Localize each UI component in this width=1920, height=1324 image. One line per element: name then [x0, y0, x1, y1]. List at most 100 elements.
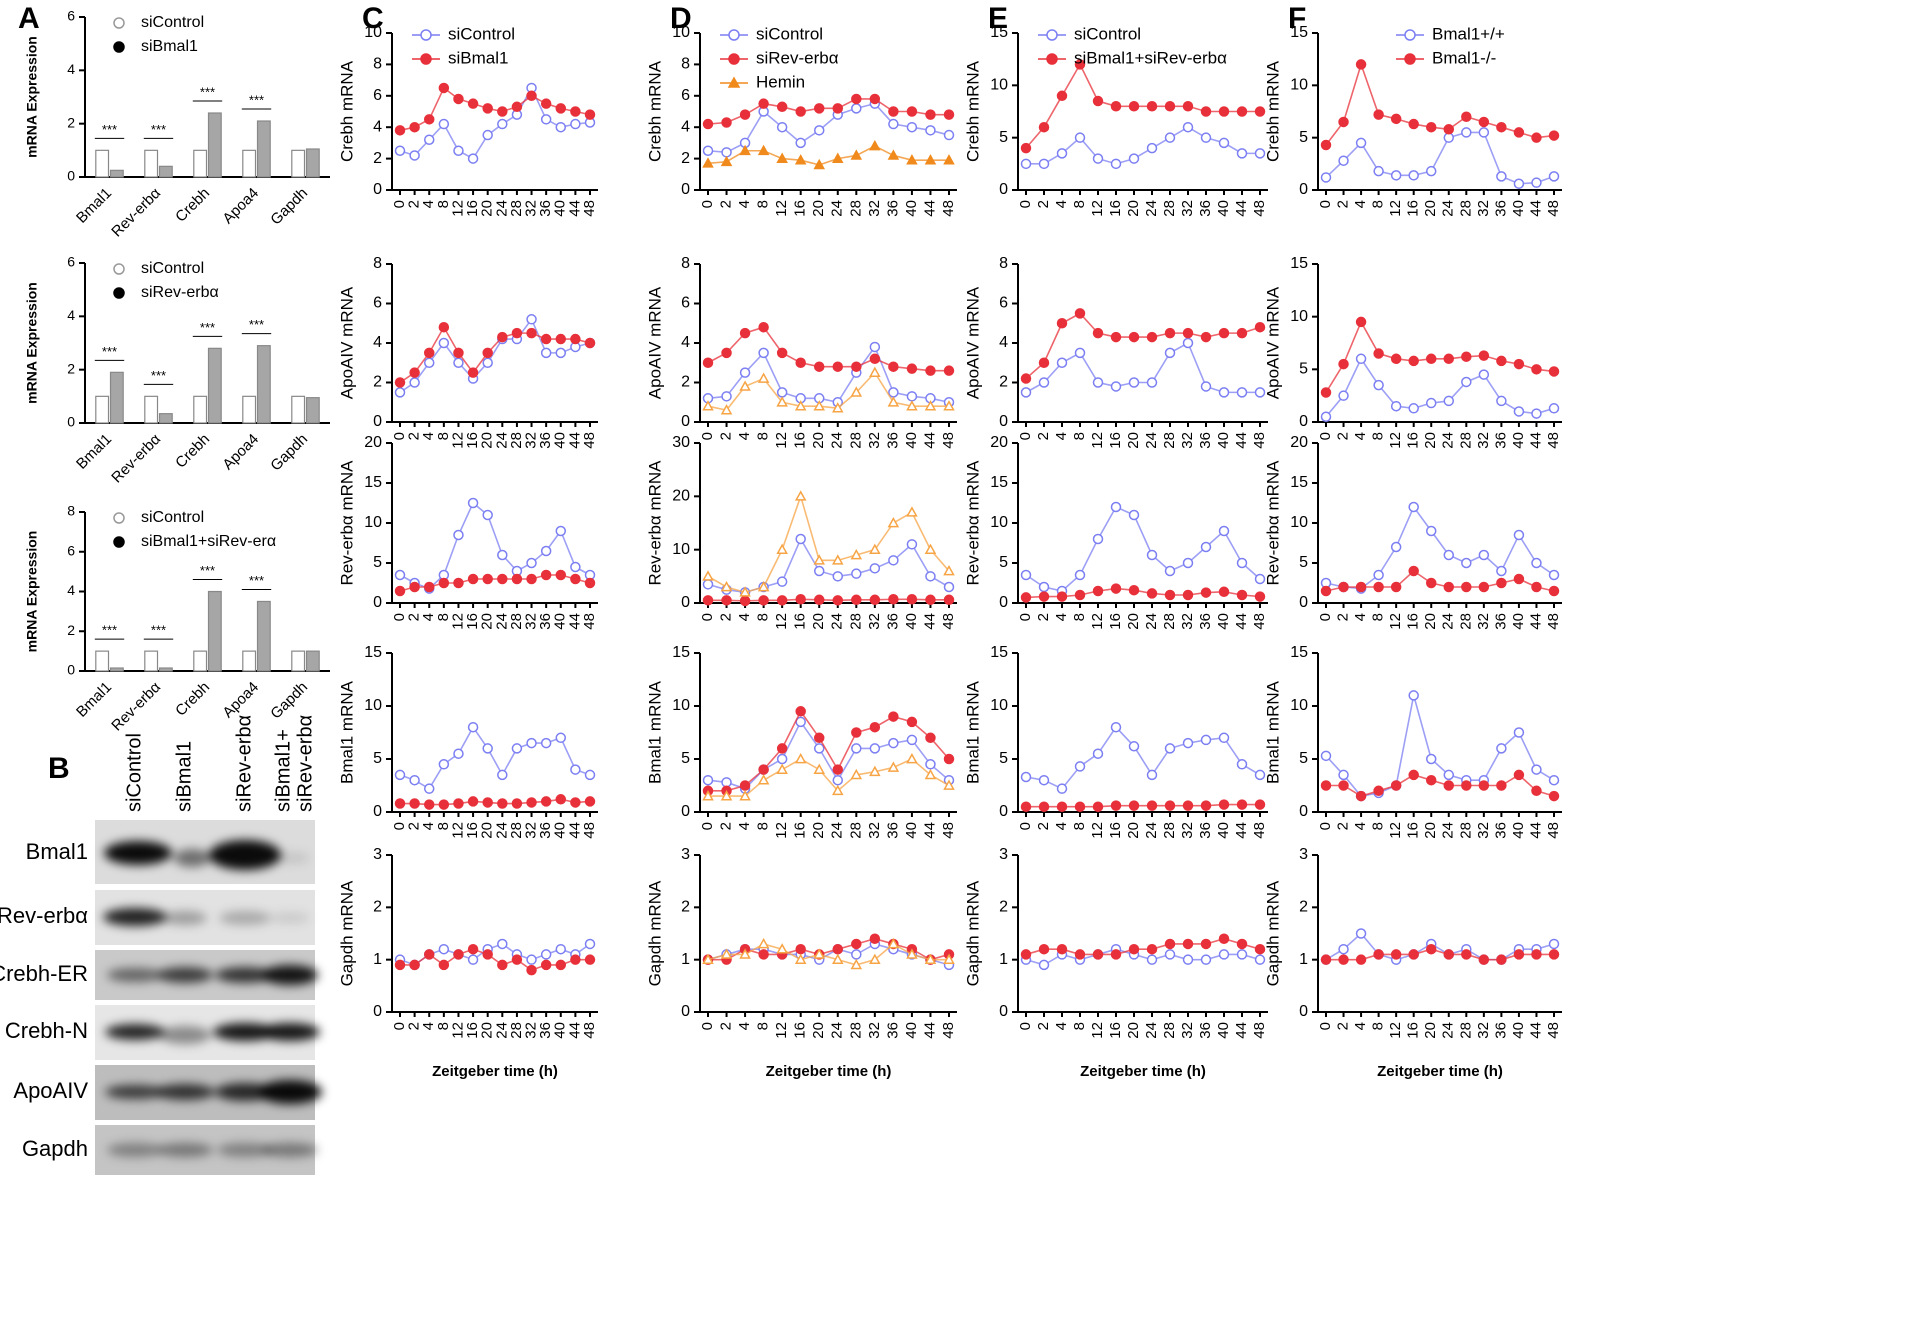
marker [409, 121, 420, 133]
x-tick-label: 0 [1317, 432, 1334, 440]
marker [1373, 785, 1384, 797]
x-tick-label: 0 [699, 200, 716, 208]
x-tick-label: 16 [464, 1022, 481, 1039]
bar [95, 395, 110, 424]
x-tick-label: 28 [1457, 822, 1474, 839]
marker [1110, 583, 1122, 594]
x-tick-label: 40 [903, 200, 920, 217]
marker [1164, 327, 1176, 339]
bar [305, 148, 320, 178]
x-tick-label: 24 [1143, 613, 1160, 630]
marker [813, 361, 825, 372]
x-tick-label: 48 [1251, 200, 1268, 217]
y-tick-label: 1 [681, 951, 690, 968]
y-axis-label: mRNA Expression [24, 282, 40, 404]
marker [851, 727, 862, 738]
marker [943, 953, 955, 965]
x-tick-label: 12 [1089, 432, 1106, 449]
marker [888, 555, 899, 566]
marker [423, 799, 435, 810]
marker [1146, 142, 1158, 154]
marker [1038, 801, 1050, 812]
marker [851, 361, 862, 372]
x-tick-label: 4 [736, 613, 753, 621]
x-tick-label: 0 [1017, 432, 1034, 440]
series-line [1025, 505, 1261, 592]
marker [795, 594, 806, 605]
marker [776, 121, 788, 133]
y-axis-label: ApoAIV mRNA [337, 286, 356, 399]
x-tick-label: 28 [847, 200, 864, 217]
x-tick-label: 44 [1233, 1022, 1250, 1039]
marker [795, 943, 806, 955]
marker [1443, 780, 1455, 791]
marker [1074, 59, 1086, 70]
x-tick-label: 40 [552, 613, 569, 630]
y-axis-label: Bmal1 mRNA [337, 680, 356, 784]
marker [1443, 395, 1455, 407]
marker [1478, 116, 1490, 128]
marker [1164, 347, 1176, 359]
x-tick-label: 40 [1510, 432, 1527, 449]
marker [869, 765, 881, 777]
marker [423, 783, 435, 794]
marker [1236, 557, 1248, 569]
marker [1146, 377, 1158, 388]
series-line [707, 371, 949, 412]
x-tick-label: 8 [1370, 1022, 1387, 1030]
marker [794, 400, 807, 411]
marker [1038, 774, 1050, 786]
y-tick-label: 0 [373, 1003, 382, 1020]
y-tick-label: 1 [999, 951, 1008, 968]
marker [739, 367, 751, 378]
marker [739, 948, 751, 959]
marker [1218, 327, 1230, 339]
marker [1110, 501, 1122, 513]
marker [467, 153, 479, 164]
marker [1056, 148, 1068, 159]
y-axis-label: Gapdh mRNA [963, 880, 982, 986]
bar [256, 120, 271, 178]
y-tick-label: 2 [999, 899, 1008, 916]
y-axis-label: Crebh mRNA [963, 60, 982, 162]
marker [1404, 53, 1416, 65]
marker [453, 577, 464, 589]
marker [394, 585, 406, 597]
blot-row-label: Rev-erbα [0, 903, 88, 928]
x-tick-label: 8 [1071, 200, 1088, 208]
marker [1110, 381, 1122, 392]
x-tick-label: 32 [1475, 613, 1492, 630]
marker [1182, 589, 1194, 601]
marker [888, 711, 899, 722]
x-tick-label: 28 [1457, 1022, 1474, 1039]
marker [925, 759, 936, 770]
marker [482, 573, 493, 585]
y-tick-label: 10 [364, 24, 382, 41]
marker [409, 367, 420, 378]
y-tick-label: 30 [672, 434, 690, 451]
x-tick-label: 36 [1197, 432, 1214, 449]
marker [869, 93, 881, 105]
x-tick-label: 32 [866, 1022, 883, 1039]
x-tick-label: 44 [1527, 200, 1544, 217]
x-tick-label: 28 [847, 613, 864, 630]
x-tick-label: 0 [699, 432, 716, 440]
marker [850, 768, 863, 780]
marker [1461, 376, 1472, 388]
marker [1020, 771, 1032, 783]
marker [423, 949, 435, 960]
marker [1408, 949, 1419, 960]
marker [739, 144, 751, 156]
x-tick-label: 0 [391, 200, 408, 208]
marker [1355, 581, 1367, 593]
x-tick-label: 12 [1089, 613, 1106, 630]
marker [1164, 132, 1176, 143]
x-tick-label: 2 [406, 432, 423, 440]
bar [95, 650, 110, 672]
legend-label: Hemin [756, 72, 805, 91]
marker [1218, 949, 1230, 960]
marker [497, 106, 508, 117]
y-axis-label: Crebh mRNA [337, 60, 356, 162]
marker [721, 777, 732, 788]
x-tick-label: 40 [903, 822, 920, 839]
